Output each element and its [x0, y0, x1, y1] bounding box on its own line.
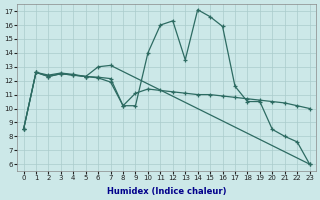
X-axis label: Humidex (Indice chaleur): Humidex (Indice chaleur): [107, 187, 226, 196]
